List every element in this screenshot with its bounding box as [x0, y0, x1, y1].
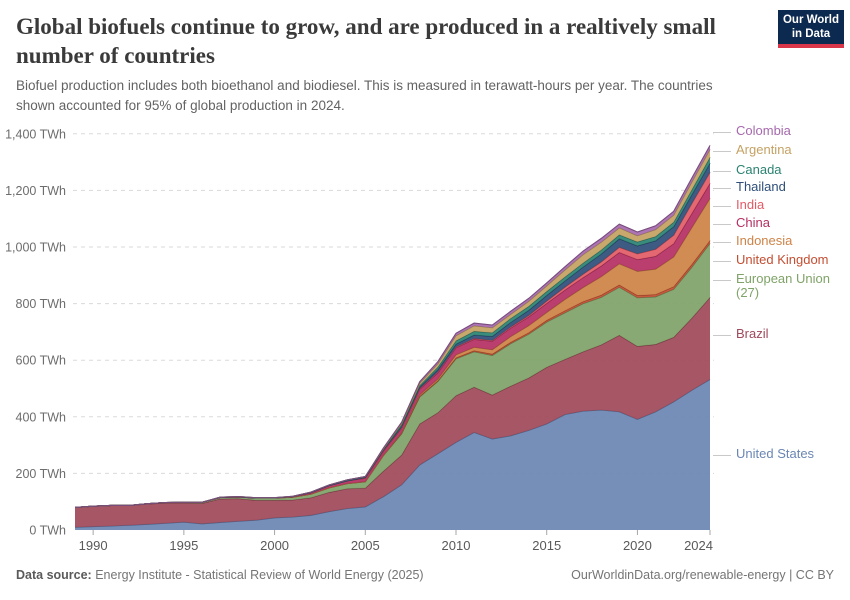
- legend-connector: [713, 261, 731, 262]
- y-tick-label-200: 200 TWh: [16, 467, 67, 481]
- legend-label-canada[interactable]: Canada: [713, 163, 782, 177]
- x-tick-label-2010: 2010: [442, 538, 471, 553]
- legend-connector: [713, 206, 731, 207]
- data-source: Data source: Energy Institute - Statisti…: [16, 568, 424, 582]
- legend-label-india[interactable]: India: [713, 198, 764, 212]
- x-tick-label-2000: 2000: [260, 538, 289, 553]
- chart-subtitle: Biofuel production includes both bioetha…: [16, 78, 713, 113]
- legend-connector: [713, 242, 731, 243]
- owid-logo[interactable]: Our World in Data: [778, 10, 844, 48]
- data-source-text: Energy Institute - Statistical Review of…: [91, 568, 424, 582]
- legend-label-indonesia[interactable]: Indonesia: [713, 234, 792, 248]
- y-tick-label-400: 400 TWh: [16, 410, 67, 424]
- legend-connector: [713, 224, 731, 225]
- y-tick-label-600: 600 TWh: [16, 354, 67, 368]
- x-tick-label-2020: 2020: [623, 538, 652, 553]
- x-tick-label-2015: 2015: [532, 538, 561, 553]
- attribution-link[interactable]: OurWorldinData.org/renewable-energy | CC…: [571, 568, 834, 582]
- stacked-area-chart[interactable]: 0 TWh 200 TWh 400 TWh 600 TWh 800 TWh 1,000 T…: [0, 118, 850, 563]
- legend-label-united-kingdom[interactable]: United Kingdom: [713, 253, 829, 267]
- legend-connector: [713, 171, 731, 172]
- y-tick-label-1000: 1,000 TWh: [5, 241, 66, 255]
- legend-connector: [713, 132, 731, 133]
- legend-label-united-states[interactable]: United States: [713, 447, 814, 461]
- y-tick-label-1200: 1,200 TWh: [5, 184, 66, 198]
- y-tick-label-800: 800 TWh: [16, 297, 67, 311]
- legend-connector: [713, 455, 731, 456]
- chart-title: Global biofuels continue to grow, and ar…: [16, 14, 716, 69]
- area-china[interactable]: [75, 183, 710, 508]
- legend-connector: [713, 335, 731, 336]
- owid-logo-line2: in Data: [791, 28, 831, 40]
- y-tick-label-1400: 1,400 TWh: [5, 127, 66, 141]
- area-european-union-27[interactable]: [75, 243, 710, 508]
- legend-label-colombia[interactable]: Colombia: [713, 124, 791, 138]
- legend-label-thailand[interactable]: Thailand: [713, 180, 786, 194]
- x-tick-label-2005: 2005: [351, 538, 380, 553]
- legend-connector: [713, 280, 731, 281]
- x-tick-label-2024: 2024: [684, 538, 713, 553]
- data-source-label: Data source:: [16, 568, 92, 582]
- area-united-states[interactable]: [75, 379, 710, 530]
- y-tick-label-0: 0 TWh: [29, 524, 66, 538]
- area-brazil[interactable]: [75, 297, 710, 528]
- legend-label-argentina[interactable]: Argentina: [713, 143, 792, 157]
- x-tick-label-1990: 1990: [79, 538, 108, 553]
- legend-label-european-union-27[interactable]: European Union (27): [713, 272, 848, 299]
- legend-label-china[interactable]: China: [713, 216, 770, 230]
- x-tick-label-1995: 1995: [169, 538, 198, 553]
- legend-label-brazil[interactable]: Brazil: [713, 327, 769, 341]
- legend-connector: [713, 151, 731, 152]
- area-top-line-colombia: [74, 145, 711, 508]
- owid-logo-line1: Our World: [782, 13, 839, 26]
- legend-connector: [713, 188, 731, 189]
